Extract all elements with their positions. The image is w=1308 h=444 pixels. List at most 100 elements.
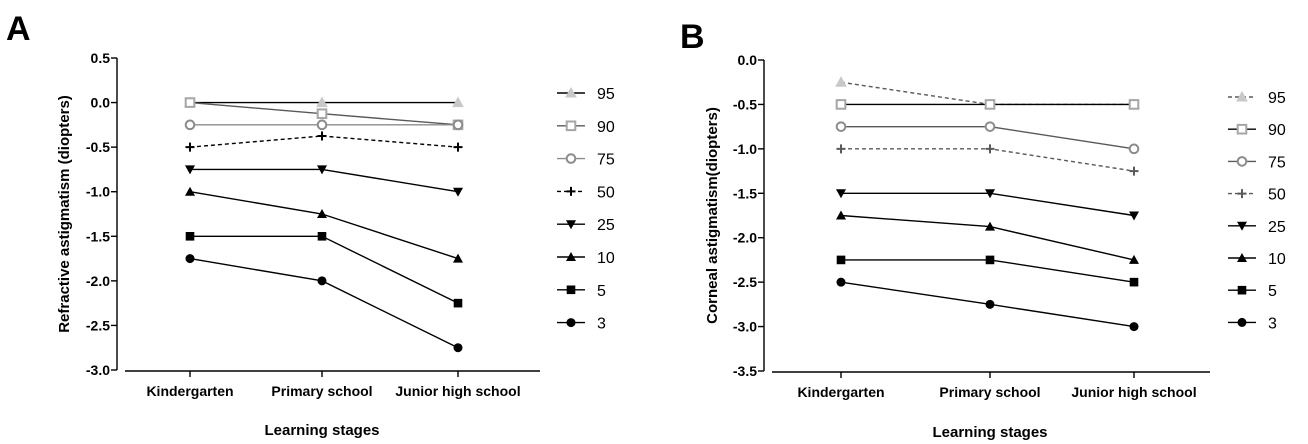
data-point xyxy=(452,96,464,108)
series-10 xyxy=(185,186,463,263)
data-point xyxy=(984,99,996,110)
data-point xyxy=(835,76,847,87)
legend-marker xyxy=(1236,123,1248,135)
series-5 xyxy=(185,231,463,308)
data-point xyxy=(1129,322,1139,332)
legend-label: 90 xyxy=(597,119,615,136)
data-point xyxy=(1129,254,1139,264)
x-tick-label: Kindergarten xyxy=(146,383,233,399)
legend-marker xyxy=(566,318,576,328)
legend-label: 75 xyxy=(1268,154,1286,171)
y-axis-label: Refractive astigmatism (diopters) xyxy=(56,95,73,333)
panel-letter: A xyxy=(6,10,31,48)
data-point xyxy=(835,99,847,110)
series-75 xyxy=(184,119,464,131)
y-tick-label: -3.0 xyxy=(86,362,110,378)
x-tick-label: Primary school xyxy=(271,383,372,399)
series-10 xyxy=(836,210,1139,264)
data-point xyxy=(985,144,995,154)
legend-marker xyxy=(566,186,576,196)
y-tick-label: -1.0 xyxy=(733,141,757,157)
series-line xyxy=(190,168,459,193)
series-50 xyxy=(836,144,1139,176)
y-tick-label: 0.0 xyxy=(738,52,758,68)
legend-item-5: 5 xyxy=(1228,283,1277,300)
legend-marker xyxy=(1236,90,1248,102)
series-3 xyxy=(836,277,1139,332)
data-point xyxy=(836,189,846,199)
y-tick-label: -3.5 xyxy=(733,363,757,379)
legend: 95 90 75 50 25 10 5 3 xyxy=(557,86,615,333)
chart-panel-a: A 0.5 0.0 -0.5 -1.0 -1.5 -2.0 -2.5 -3.0 Kindergar… xyxy=(6,10,615,439)
y-tick-label: -2.5 xyxy=(733,274,757,290)
data-point xyxy=(836,277,846,287)
data-point xyxy=(185,142,195,152)
y-tick-label: -2.0 xyxy=(86,273,110,289)
legend-marker xyxy=(1236,156,1248,167)
legend-item-25: 25 xyxy=(557,217,615,234)
data-point xyxy=(836,255,846,265)
data-point xyxy=(453,343,463,353)
data-point xyxy=(453,142,463,152)
data-point xyxy=(316,119,328,131)
legend-label: 10 xyxy=(597,250,615,267)
legend-label: 25 xyxy=(597,217,615,234)
data-point xyxy=(317,165,327,175)
series-75 xyxy=(835,121,1140,155)
data-point xyxy=(317,231,327,241)
y-tick-label: -0.5 xyxy=(733,96,757,112)
y-axis-label: Corneal astigmatism(diopters) xyxy=(704,107,721,324)
data-point xyxy=(185,186,195,196)
data-point xyxy=(453,298,463,308)
y-tick-label: -1.0 xyxy=(86,184,110,200)
legend-marker xyxy=(566,285,576,295)
data-point xyxy=(1129,166,1139,176)
legend-item-25: 25 xyxy=(1228,219,1286,236)
legend-label: 5 xyxy=(597,283,606,300)
legend-label: 90 xyxy=(1268,122,1286,139)
data-point xyxy=(453,253,463,263)
legend-label: 5 xyxy=(1268,283,1277,300)
data-point xyxy=(185,254,195,264)
legend-marker xyxy=(1237,253,1247,262)
legend-label: 75 xyxy=(597,152,615,169)
series-line xyxy=(841,192,1135,217)
data-point xyxy=(316,108,328,120)
data-point xyxy=(836,144,846,154)
y-tick-label: -2.0 xyxy=(733,230,757,246)
x-tick-label: Junior high school xyxy=(395,383,520,399)
legend-item-3: 3 xyxy=(1228,315,1277,332)
y-tick-label: -3.0 xyxy=(733,319,757,335)
legend-marker xyxy=(565,86,577,98)
legend-label: 3 xyxy=(597,316,606,333)
legend-item-75: 75 xyxy=(557,152,615,169)
legend-item-90: 90 xyxy=(1228,122,1286,139)
data-point xyxy=(317,209,327,218)
data-point xyxy=(985,299,995,309)
data-point xyxy=(1129,277,1139,287)
legend-item-10: 10 xyxy=(1228,251,1286,268)
legend-marker xyxy=(1237,317,1247,327)
legend-item-10: 10 xyxy=(557,250,615,267)
chart-panel-b: B 0.0 -0.5 -1.0 -1.5 -2.0 -2.5 -3.0 -3.5 Kinderga… xyxy=(680,18,1286,441)
legend-item-90: 90 xyxy=(557,119,615,136)
legend-item-50: 50 xyxy=(557,184,615,201)
y-tick-label: -1.5 xyxy=(733,185,757,201)
data-point xyxy=(1128,143,1140,155)
legend-marker xyxy=(565,153,577,164)
series-90 xyxy=(835,99,1140,110)
data-point xyxy=(985,255,995,265)
legend-item-50: 50 xyxy=(1228,187,1286,204)
data-point xyxy=(1129,211,1139,221)
legend-label: 95 xyxy=(597,86,615,103)
legend-label: 95 xyxy=(1268,90,1286,107)
series-line xyxy=(189,135,459,148)
data-point xyxy=(452,119,464,131)
data-point xyxy=(185,231,195,241)
series-line xyxy=(190,235,459,304)
legend-marker xyxy=(566,252,576,261)
legend: 95 90 75 50 25 10 5 3 xyxy=(1228,90,1286,332)
data-point xyxy=(316,96,328,108)
data-point xyxy=(184,119,196,131)
